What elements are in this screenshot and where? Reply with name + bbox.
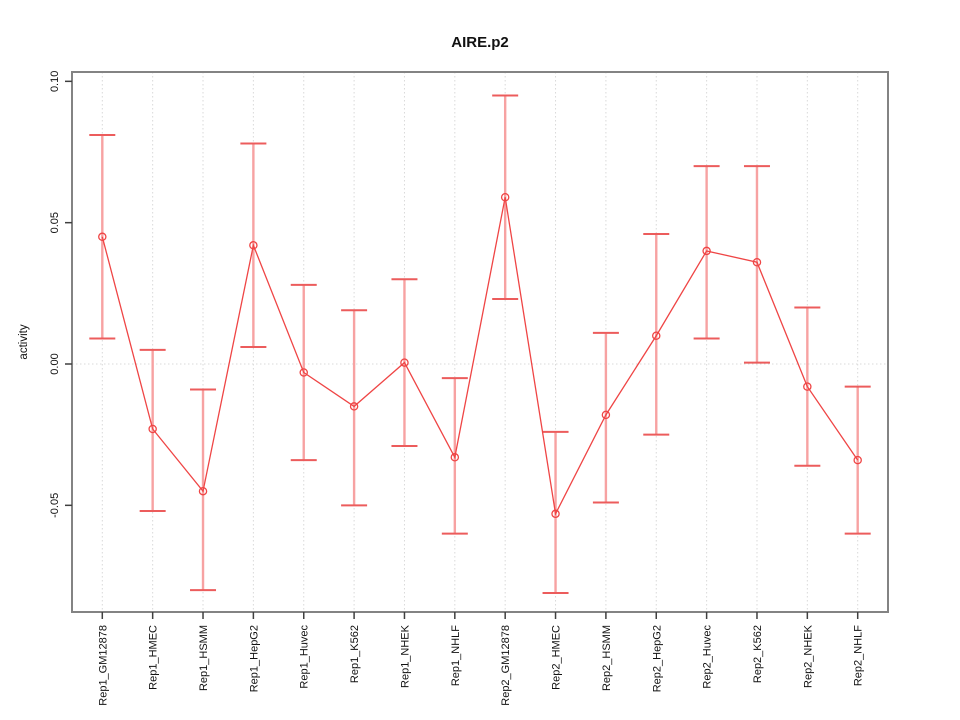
plot-border (71, 71, 889, 613)
axes: -0.05 0.00 0.05 0.10 Rep1_GM12878 Rep1_HMEC Re… (49, 71, 865, 706)
x-tick-label: Rep2_K562 (752, 625, 764, 683)
chart-title: AIRE.p2 (451, 34, 509, 51)
x-tick-label: Rep1_HepG2 (248, 625, 260, 692)
x-tick-label: Rep2_NHLF (853, 625, 865, 686)
data-point (349, 402, 359, 411)
data-point (551, 509, 560, 519)
x-tick-label: Rep2_GM12878 (500, 625, 512, 706)
x-tick-label: Rep2_HSMM (601, 625, 613, 691)
data-point (702, 246, 711, 256)
x-tick-label: Rep2_Huvec (702, 625, 714, 689)
data-point (853, 455, 862, 465)
data-point (299, 368, 308, 377)
data-point (400, 358, 409, 367)
x-tick-label: Rep1_NHEK (399, 624, 411, 688)
error-bars (89, 94, 871, 594)
x-tick-label: Rep1_HSMM (198, 625, 210, 691)
data-point (148, 424, 157, 434)
series-line-group (101, 197, 859, 516)
data-point (803, 382, 812, 391)
y-tick-label: 0.00 (49, 353, 61, 374)
y-tick-label: -0.05 (49, 493, 61, 518)
x-tick-label: Rep1_K562 (349, 625, 361, 683)
data-point (500, 192, 510, 202)
x-tick-label: Rep2_HepG2 (651, 625, 663, 692)
y-tick-label: 0.05 (49, 212, 61, 233)
series-line (101, 197, 859, 516)
data-point (652, 331, 661, 340)
x-tick-label: Rep1_Huvec (299, 625, 311, 689)
y-tick-label: 0.10 (49, 71, 61, 92)
x-tick-label: Rep1_NHLF (450, 625, 462, 686)
x-tick-label: Rep1_HMEC (148, 625, 160, 690)
gridlines (72, 72, 888, 612)
data-point (98, 232, 107, 242)
x-tick-label: Rep2_NHEK (802, 624, 814, 688)
x-tick-label: Rep2_HMEC (551, 625, 563, 690)
data-point (450, 453, 460, 462)
data-point (752, 257, 762, 267)
data-point (601, 410, 611, 420)
data-point (249, 241, 258, 250)
data-points (98, 192, 862, 519)
data-point (198, 486, 208, 496)
y-axis-label: activity (18, 324, 30, 359)
x-tick-label: Rep1_GM12878 (97, 625, 109, 706)
